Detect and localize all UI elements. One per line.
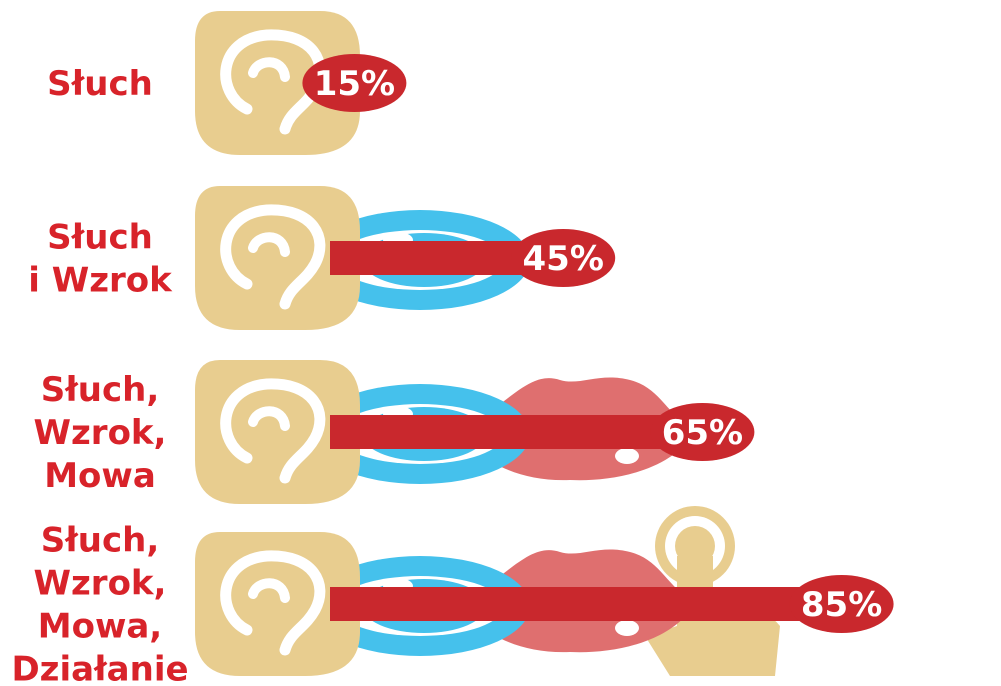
chart-row: Słuch,Wzrok,Mowa 65% [34, 360, 755, 504]
value-pill [650, 403, 755, 461]
category-label: Wzrok, [34, 564, 167, 604]
value-pill [789, 575, 894, 633]
data-label: 45% [523, 239, 604, 279]
value-pill [302, 54, 407, 112]
lips-highlight [615, 620, 639, 636]
ear-inner-swirl [220, 29, 326, 135]
lips-highlight [615, 448, 639, 464]
category-label: Mowa [44, 456, 156, 496]
ear-inner-swirl [220, 550, 326, 656]
chart-row: Słuch,Wzrok,Mowa,Działanie 85% [11, 506, 894, 686]
data-label: 15% [314, 64, 395, 104]
data-label: 85% [801, 585, 882, 625]
bar [330, 587, 842, 621]
ear-inner-fold [248, 57, 290, 82]
category-label: i Wzrok [28, 261, 173, 301]
category-label: Słuch [47, 218, 153, 258]
ear-inner-swirl [220, 204, 326, 310]
value-pill [511, 229, 616, 287]
category-label: Mowa, [38, 607, 162, 647]
bar [330, 415, 703, 449]
category-label: Słuch, [41, 521, 160, 561]
category-label: Słuch, [41, 370, 160, 410]
ear-inner-fold [248, 232, 290, 257]
ear-inner-fold [248, 578, 290, 603]
category-label: Wzrok, [34, 413, 167, 453]
data-label: 65% [662, 413, 743, 453]
category-label: Słuch [47, 64, 153, 104]
ear-inner-swirl [220, 378, 326, 484]
category-label: Działanie [11, 650, 188, 686]
chart-row: Słuch 15% [47, 11, 407, 155]
ear-inner-fold [248, 406, 290, 431]
